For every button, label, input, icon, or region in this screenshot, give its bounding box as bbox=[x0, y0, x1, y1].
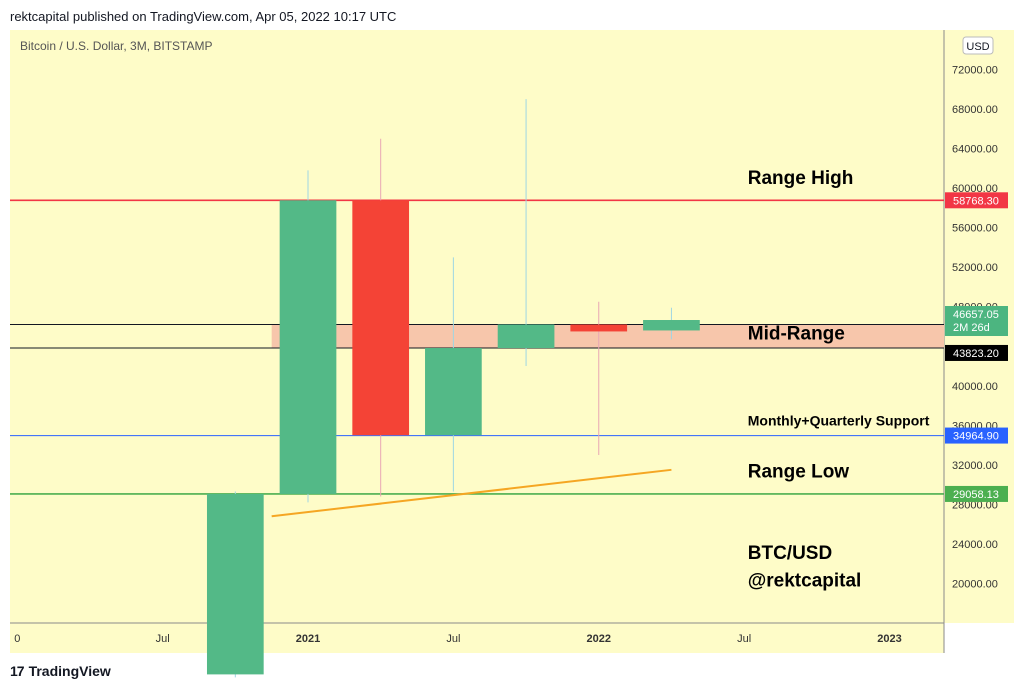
last-price-tag-bg bbox=[945, 306, 1008, 337]
publish-info: rektcapital published on TradingView.com… bbox=[10, 9, 397, 24]
annotation-0: Range High bbox=[748, 168, 854, 189]
annotation-5: @rektcapital bbox=[748, 570, 862, 591]
y-tick-label: 68000.00 bbox=[952, 104, 998, 116]
tradingview-logo-icon[interactable]: 17 bbox=[10, 663, 25, 679]
y-tick-label: 32000.00 bbox=[952, 460, 998, 472]
price-tag-4: 29058.13 bbox=[953, 489, 999, 501]
y-tick-label: 52000.00 bbox=[952, 262, 998, 274]
currency-button[interactable] bbox=[962, 36, 994, 55]
y-tick-label: 72000.00 bbox=[952, 65, 998, 77]
candle-body-0[interactable] bbox=[206, 493, 264, 675]
x-tick-label: 2022 bbox=[587, 633, 611, 645]
candle-body-5[interactable] bbox=[570, 324, 628, 332]
annotation-1: Mid-Range bbox=[748, 323, 845, 344]
mid-range-zone bbox=[271, 324, 944, 349]
x-tick-label: Jul bbox=[737, 633, 751, 645]
price-tag-3: 34964.90 bbox=[953, 431, 999, 443]
y-tick-label: 40000.00 bbox=[952, 381, 998, 393]
x-tick-label: 0 bbox=[14, 633, 20, 645]
chart-title: Bitcoin / U.S. Dollar, 3M, BITSTAMP bbox=[20, 39, 213, 53]
tradingview-brand[interactable]: TradingView bbox=[28, 663, 111, 679]
candle-body-1[interactable] bbox=[279, 200, 337, 494]
x-tick-label: Jul bbox=[156, 633, 170, 645]
y-tick-label: 64000.00 bbox=[952, 144, 998, 156]
price-tag-4-bg bbox=[945, 485, 1008, 502]
footer: 17 TradingView bbox=[10, 663, 111, 679]
candle-body-4[interactable] bbox=[497, 324, 555, 349]
y-tick-label: 20000.00 bbox=[952, 578, 998, 590]
y-tick-label: 28000.00 bbox=[952, 499, 998, 511]
annotation-3: Range Low bbox=[748, 462, 850, 483]
x-tick-label: 2023 bbox=[877, 633, 901, 645]
price-tag-3-bg bbox=[945, 427, 1008, 444]
y-tick-label: 24000.00 bbox=[952, 539, 998, 551]
y-tick-label: 56000.00 bbox=[952, 223, 998, 235]
x-tick-label: Jul bbox=[446, 633, 460, 645]
x-tick-label: 2021 bbox=[296, 633, 320, 645]
annotation-4: BTC/USD bbox=[748, 543, 832, 564]
candle-body-2[interactable] bbox=[352, 200, 410, 436]
price-tag-0-bg bbox=[945, 192, 1008, 209]
support-trendline[interactable] bbox=[271, 468, 672, 518]
candle-body-3[interactable] bbox=[425, 348, 482, 436]
price-tag-0: 58768.30 bbox=[953, 195, 999, 207]
annotation-2: Monthly+Quarterly Support bbox=[748, 412, 930, 428]
time-axis-background bbox=[10, 623, 944, 653]
candle-body-6[interactable] bbox=[643, 320, 700, 331]
price-tag-2: 43823.20 bbox=[953, 348, 999, 360]
last-price-tag: 46657.05 bbox=[953, 309, 999, 321]
price-tag-2-bg bbox=[945, 344, 1008, 361]
y-tick-label: 60000.00 bbox=[952, 183, 998, 195]
candle-countdown: 2M 26d bbox=[953, 322, 990, 334]
currency-label: USD bbox=[966, 41, 989, 53]
